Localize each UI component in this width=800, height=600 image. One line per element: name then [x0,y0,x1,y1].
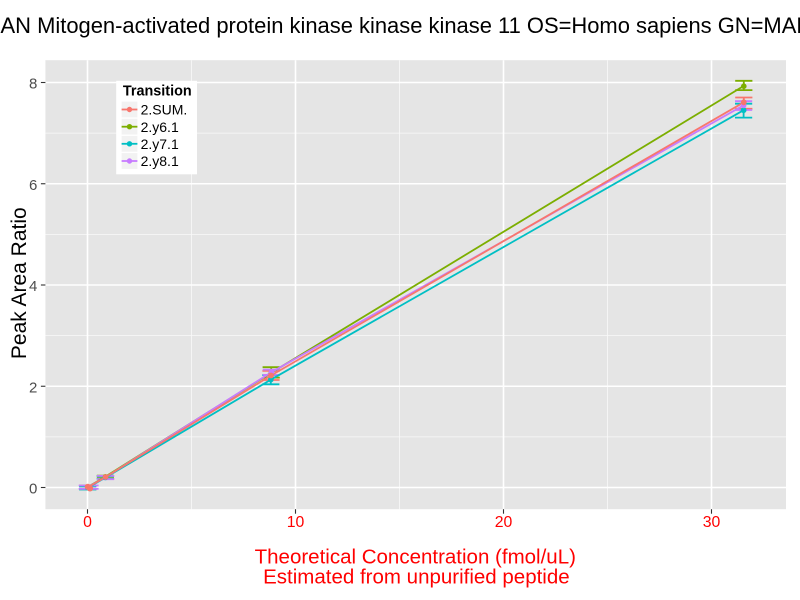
svg-text:2: 2 [29,379,37,396]
svg-text:Peak Area Ratio: Peak Area Ratio [8,207,31,359]
svg-text:2.y6.1: 2.y6.1 [141,119,179,135]
svg-text:Transition: Transition [123,83,192,99]
svg-text:Theoretical Concentration (fmo: Theoretical Concentration (fmol/uL) [255,546,576,569]
svg-text:20: 20 [495,514,513,531]
svg-text:8: 8 [29,76,37,93]
svg-text:2.y8.1: 2.y8.1 [141,153,179,169]
svg-text:0: 0 [83,514,92,531]
svg-text:0: 0 [29,481,37,498]
svg-text:30: 30 [703,514,721,531]
svg-text:2.y7.1: 2.y7.1 [141,136,179,152]
svg-text:4: 4 [29,278,37,295]
svg-text:6: 6 [29,177,37,194]
svg-text:2.SUM.: 2.SUM. [141,102,188,118]
svg-text:Estimated from unpurified pept: Estimated from unpurified peptide [263,565,570,588]
svg-text:10: 10 [287,514,305,531]
svg-text:AN Mitogen-activated protein k: AN Mitogen-activated protein kinase kina… [1,13,800,38]
